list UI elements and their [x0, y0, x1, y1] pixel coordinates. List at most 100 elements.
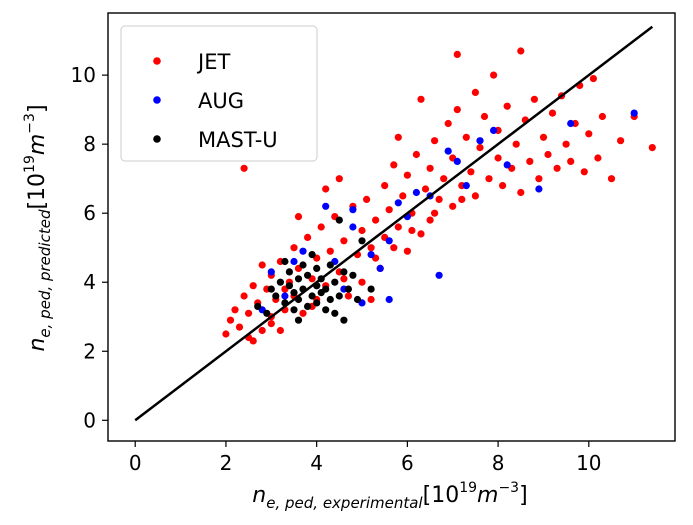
point-aug	[299, 247, 307, 255]
point-aug	[490, 126, 498, 134]
point-jet	[562, 140, 570, 148]
point-jet	[458, 195, 466, 203]
point-jet	[222, 330, 230, 338]
x-axis-ticks: 0 2 4 6 8 10	[129, 441, 602, 475]
point-jet	[467, 168, 475, 176]
point-jet	[317, 223, 325, 231]
point-jet	[249, 337, 257, 345]
point-mast-u	[322, 306, 330, 314]
point-jet	[426, 216, 434, 224]
point-mast-u	[281, 257, 289, 266]
point-aug	[567, 119, 575, 128]
point-jet	[240, 164, 248, 172]
point-mast-u	[285, 268, 293, 276]
point-aug	[367, 251, 375, 259]
point-mast-u	[326, 261, 334, 269]
point-jet	[403, 247, 411, 255]
identity-line	[134, 25, 654, 422]
point-mast-u	[267, 285, 275, 293]
point-aug	[394, 199, 402, 207]
point-jet	[421, 185, 430, 193]
point-mast-u	[344, 285, 352, 293]
point-jet	[322, 185, 330, 193]
legend-label-mast-u: MAST-U	[198, 128, 278, 152]
point-jet	[403, 171, 411, 179]
series-mast-u	[254, 216, 375, 324]
legend-marker-aug	[153, 96, 161, 104]
point-aug	[435, 271, 443, 279]
point-jet	[276, 326, 284, 335]
point-jet	[449, 202, 457, 210]
point-mast-u	[304, 302, 312, 310]
point-jet	[607, 175, 616, 183]
point-jet	[453, 106, 461, 114]
point-jet	[535, 175, 543, 183]
point-jet	[426, 164, 434, 172]
point-aug	[267, 268, 275, 276]
x-axis-label: ne, ped, experimental[1019m−3]	[252, 480, 527, 512]
point-jet	[585, 130, 593, 138]
y-tick-label: 4	[83, 270, 96, 294]
point-jet	[326, 247, 334, 255]
y-tick-label: 10	[71, 63, 96, 87]
y-tick-label: 6	[83, 201, 96, 225]
point-mast-u	[313, 264, 321, 272]
x-tick-label: 8	[492, 451, 505, 475]
point-jet	[340, 275, 348, 283]
point-jet	[553, 164, 561, 172]
point-jet	[258, 326, 266, 335]
series-jet	[222, 47, 656, 345]
point-aug	[535, 185, 543, 193]
point-jet	[494, 154, 502, 162]
point-jet	[530, 95, 539, 103]
point-jet	[294, 213, 303, 221]
point-aug	[453, 157, 461, 165]
y-axis-label: ne, ped, predicted[1019m−3]	[22, 104, 54, 351]
point-aug	[281, 292, 289, 300]
point-jet	[480, 112, 489, 121]
point-aug	[476, 137, 484, 145]
point-jet	[435, 195, 443, 203]
point-mast-u	[340, 268, 348, 276]
point-jet	[462, 133, 470, 141]
point-mast-u	[335, 292, 343, 300]
point-aug	[290, 257, 298, 266]
x-tick-label: 10	[576, 451, 601, 475]
legend-box	[120, 25, 318, 162]
point-jet	[399, 192, 407, 200]
point-jet	[390, 244, 398, 252]
point-mast-u	[285, 282, 293, 290]
point-mast-u	[304, 271, 312, 279]
point-jet	[476, 144, 484, 152]
point-aug	[322, 202, 330, 210]
point-mast-u	[313, 299, 321, 307]
point-jet	[453, 50, 461, 59]
point-jet	[512, 140, 520, 148]
point-jet	[231, 306, 239, 314]
point-mast-u	[358, 237, 366, 245]
point-jet	[440, 175, 448, 183]
point-jet	[299, 309, 307, 317]
point-jet	[372, 216, 380, 224]
point-mast-u	[326, 295, 334, 304]
legend-marker-mast-u	[153, 135, 161, 143]
legend-marker-jet	[153, 57, 161, 65]
point-jet	[240, 292, 248, 300]
y-tick-label: 0	[83, 408, 96, 432]
point-jet	[249, 282, 257, 290]
point-jet	[367, 295, 375, 304]
point-mast-u	[294, 275, 303, 283]
point-mast-u	[331, 278, 339, 286]
point-jet	[548, 109, 557, 117]
point-jet	[589, 75, 598, 83]
point-aug	[462, 182, 470, 190]
point-aug	[503, 161, 511, 169]
y-axis-ticks: 0 2 4 6 8 10	[71, 63, 108, 432]
point-jet	[394, 223, 402, 231]
point-jet	[417, 230, 425, 238]
legend-label-jet: JET	[196, 50, 230, 74]
point-jet	[381, 182, 389, 190]
legend-label-aug: AUG	[198, 89, 244, 113]
point-mast-u	[335, 216, 343, 224]
